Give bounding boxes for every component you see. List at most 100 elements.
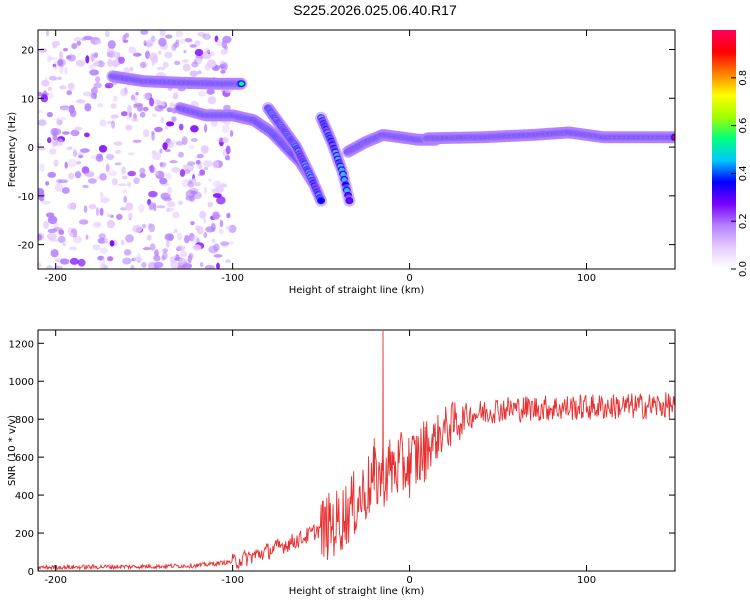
noise-speck bbox=[109, 240, 115, 247]
noise-speck bbox=[139, 173, 146, 178]
noise-speck bbox=[116, 213, 123, 220]
noise-speck bbox=[83, 35, 93, 41]
noise-speck bbox=[139, 167, 146, 175]
noise-speck bbox=[122, 39, 129, 43]
noise-speck bbox=[38, 91, 43, 97]
noise-speck bbox=[113, 141, 123, 146]
noise-speck bbox=[178, 200, 183, 206]
noise-speck bbox=[213, 243, 220, 252]
noise-speck bbox=[197, 32, 206, 37]
noise-speck bbox=[89, 69, 99, 76]
noise-speck bbox=[140, 62, 147, 69]
noise-speck bbox=[98, 233, 106, 240]
noise-speck bbox=[194, 181, 201, 187]
noise-speck bbox=[106, 256, 114, 262]
noise-speck bbox=[52, 128, 62, 136]
colorbar-tick-label: 0.0 bbox=[738, 261, 749, 277]
noise-speck bbox=[56, 117, 60, 126]
noise-speck bbox=[74, 126, 82, 131]
noise-speck bbox=[141, 262, 147, 268]
spec-y-tick-label: 10 bbox=[21, 94, 34, 105]
noise-speck bbox=[178, 151, 184, 158]
noise-speck bbox=[149, 97, 155, 107]
noise-speck bbox=[69, 257, 79, 265]
noise-speck bbox=[87, 178, 97, 184]
figure-title: S225.2026.025.06.40.R17 bbox=[293, 2, 457, 18]
noise-speck bbox=[69, 109, 77, 118]
noise-speck bbox=[64, 161, 68, 169]
noise-speck bbox=[142, 92, 151, 100]
noise-speck bbox=[151, 132, 155, 141]
noise-speck bbox=[99, 263, 107, 269]
flat-ridge-core bbox=[672, 135, 675, 140]
noise-speck bbox=[190, 221, 195, 226]
spectrogram-plot-area bbox=[38, 30, 675, 269]
spec-x-tick-label: 0 bbox=[406, 273, 412, 284]
noise-speck bbox=[60, 106, 70, 112]
noise-speck bbox=[224, 156, 231, 161]
noise-speck bbox=[216, 262, 220, 269]
noise-speck bbox=[228, 224, 237, 233]
noise-speck bbox=[54, 265, 63, 269]
noise-speck bbox=[65, 55, 72, 60]
noise-speck bbox=[149, 243, 156, 251]
noise-speck bbox=[162, 197, 172, 202]
noise-speck bbox=[158, 50, 162, 55]
noise-speck bbox=[45, 30, 50, 36]
noise-speck bbox=[81, 166, 90, 174]
noise-speck bbox=[84, 103, 92, 112]
noise-speck bbox=[156, 205, 166, 209]
noise-speck bbox=[67, 203, 75, 210]
noise-speck bbox=[38, 142, 42, 147]
snr-x-tick-label: -200 bbox=[44, 575, 67, 586]
noise-speck bbox=[67, 158, 77, 168]
noise-speck bbox=[170, 261, 179, 269]
snr-series-line bbox=[38, 330, 675, 571]
noise-speck bbox=[47, 137, 52, 144]
noise-speck bbox=[196, 153, 204, 159]
snr-y-tick-label: 0 bbox=[28, 567, 34, 578]
noise-speck bbox=[156, 66, 166, 71]
noise-speck bbox=[162, 142, 168, 151]
noise-speck bbox=[93, 82, 102, 89]
noise-speck bbox=[93, 62, 100, 67]
noise-speck bbox=[175, 39, 180, 45]
spec-x-tick-label: -100 bbox=[221, 273, 244, 284]
noise-speck bbox=[113, 95, 118, 102]
noise-speck bbox=[130, 94, 136, 101]
noise-speck bbox=[48, 76, 58, 81]
noise-speck bbox=[221, 124, 230, 134]
noise-speck bbox=[68, 246, 78, 251]
noise-speck bbox=[190, 138, 198, 142]
noise-speck bbox=[38, 234, 43, 241]
noise-speck bbox=[105, 163, 110, 172]
noise-speck bbox=[128, 46, 137, 54]
noise-speck bbox=[107, 40, 116, 49]
noise-speck bbox=[178, 123, 184, 131]
spec-y-tick-label: -10 bbox=[18, 192, 34, 203]
noise-speck bbox=[76, 152, 85, 156]
noise-speck bbox=[165, 172, 172, 180]
noise-speck bbox=[207, 96, 217, 105]
noise-speck bbox=[98, 145, 108, 153]
noise-speck bbox=[164, 125, 169, 130]
noise-speck bbox=[175, 141, 184, 146]
noise-speck bbox=[70, 129, 80, 137]
noise-speck bbox=[220, 49, 229, 55]
noise-speck bbox=[122, 257, 132, 265]
noise-speck bbox=[197, 173, 203, 177]
noise-speck bbox=[166, 107, 173, 113]
noise-speck bbox=[173, 60, 181, 66]
noise-speck bbox=[133, 256, 143, 262]
noise-speck bbox=[107, 170, 118, 177]
noise-speck bbox=[100, 197, 111, 204]
noise-speck bbox=[206, 88, 215, 95]
noise-speck bbox=[143, 40, 147, 47]
noise-speck bbox=[136, 253, 141, 261]
noise-speck bbox=[47, 215, 58, 225]
noise-speck bbox=[58, 179, 69, 184]
noise-speck bbox=[209, 51, 215, 57]
colorbar bbox=[712, 30, 736, 269]
noise-speck bbox=[50, 249, 59, 258]
noise-speck bbox=[92, 221, 101, 229]
